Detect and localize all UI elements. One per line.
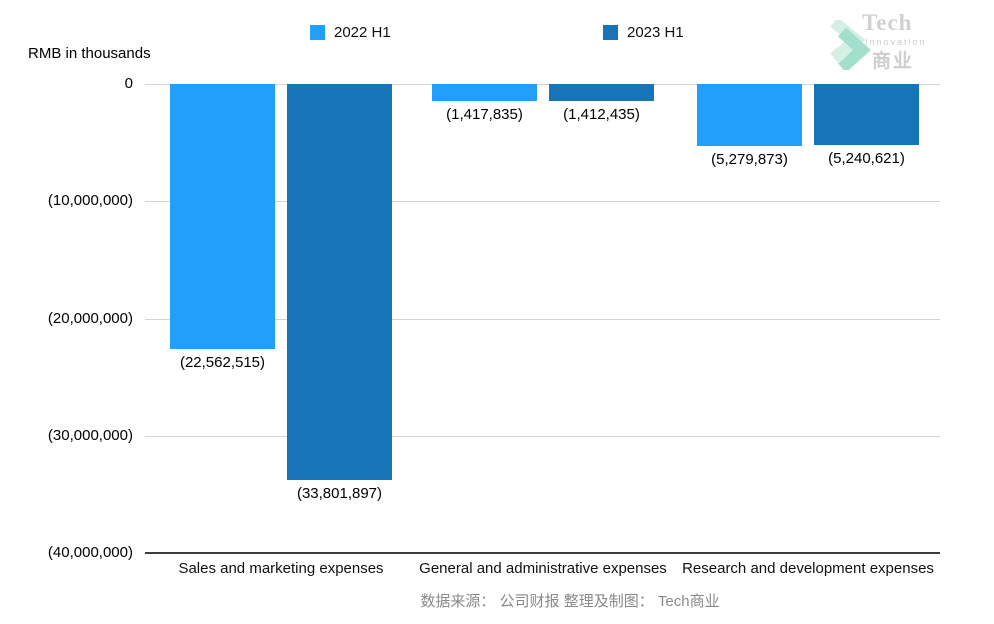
legend-item-2023-h1: 2023 H1 [603,24,684,41]
bar-value-label: (5,279,873) [711,150,788,168]
logo-word-shangye: 商业 [872,51,915,72]
bar-2023-h1 [287,84,392,481]
legend-label-2023-h1: 2023 H1 [627,24,684,41]
bar-value-label: (33,801,897) [296,485,383,503]
logo-word-innovation: Innovation [865,37,927,47]
y-tick-label: (30,000,000) [47,426,133,444]
tech-innovation-logo: Tech Innovation 商业 [828,8,948,72]
bar-2023-h1 [814,84,919,146]
legend-swatch-2023-h1-icon [603,25,618,40]
legend-swatch-2022-h1-icon [310,25,325,40]
x-category-label: General and administrative expenses [419,560,667,577]
double-chevron-right-icon [830,20,871,70]
grid-line [145,318,940,320]
legend-label-2022-h1: 2022 H1 [334,24,391,41]
data-source-footer: 数据来源： 公司财报 整理及制图： Tech商业 [420,593,720,610]
x-category-label: Research and development expenses [682,560,934,577]
x-axis-line [145,552,940,554]
y-tick-label: (10,000,000) [47,192,133,210]
bar-2022-h1 [432,84,537,101]
y-tick-label: 0 [124,75,133,92]
y-axis-unit-label: RMB in thousands [28,45,151,62]
bar-2023-h1 [549,84,654,101]
bar-value-label: (1,412,435) [563,105,640,123]
bar-2022-h1 [697,84,802,146]
logo-word-tech: Tech [862,10,913,35]
legend-item-2022-h1: 2022 H1 [310,24,391,41]
bar-2022-h1 [170,84,275,349]
grid-line [145,201,940,203]
bar-value-label: (1,417,835) [446,105,523,123]
grid-line [145,84,940,85]
x-category-label: Sales and marketing expenses [178,560,384,577]
bar-value-label: (22,562,515) [179,353,266,371]
grid-line [145,435,940,437]
y-tick-label: (40,000,000) [47,544,133,561]
y-tick-label: (20,000,000) [47,309,133,327]
bar-value-label: (5,240,621) [828,150,905,168]
